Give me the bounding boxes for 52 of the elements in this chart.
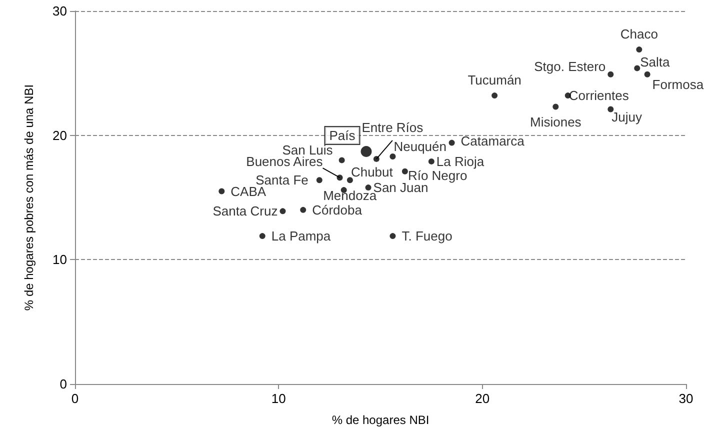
annotation: Neuquén bbox=[394, 138, 446, 154]
x-tick-label: 30 bbox=[678, 391, 694, 406]
point bbox=[608, 71, 614, 78]
annotation: La Pampa bbox=[271, 228, 332, 244]
point bbox=[402, 168, 408, 174]
point bbox=[316, 177, 322, 184]
point bbox=[390, 153, 396, 160]
y-tick-label: 30 bbox=[52, 4, 67, 18]
annotation: Chubut bbox=[350, 164, 394, 180]
point bbox=[608, 106, 614, 112]
point bbox=[373, 156, 380, 162]
point bbox=[448, 140, 455, 146]
annotation: La Rioja bbox=[436, 154, 485, 169]
annotation: Entre Ríos bbox=[362, 120, 424, 135]
x-tick-label: 20 bbox=[475, 391, 490, 406]
annotation: Misiones bbox=[530, 114, 582, 130]
y-tick-label: 10 bbox=[52, 252, 67, 268]
annotation: Catamarca bbox=[460, 133, 526, 148]
point bbox=[634, 65, 640, 72]
y-axis-title: % de hogares pobres con más de una NBI bbox=[22, 84, 36, 311]
annotation: Mendoza bbox=[323, 188, 378, 204]
annotation: Río Negro bbox=[408, 168, 468, 183]
point bbox=[218, 188, 225, 194]
point bbox=[636, 46, 642, 53]
point bbox=[280, 208, 286, 214]
point bbox=[428, 158, 434, 164]
y-tick-label: 0 bbox=[60, 376, 67, 392]
annotation: Corrientes bbox=[568, 88, 630, 104]
annotation: Jujuy bbox=[612, 110, 642, 125]
annotation: País bbox=[329, 128, 356, 143]
annotation: Córdoba bbox=[312, 202, 363, 218]
point bbox=[390, 233, 396, 240]
point bbox=[552, 104, 559, 110]
x-tick-label: 10 bbox=[271, 391, 286, 406]
x-tick-label: 0 bbox=[71, 391, 79, 406]
point bbox=[365, 184, 372, 191]
point bbox=[338, 157, 345, 164]
point bbox=[346, 177, 353, 184]
annotation: Stgo. Estero bbox=[534, 58, 606, 74]
point bbox=[300, 206, 306, 213]
point bbox=[644, 71, 650, 78]
annotation: Salta bbox=[640, 54, 671, 70]
y-tick-label: 20 bbox=[52, 128, 67, 143]
annotation: Santa Cruz bbox=[212, 204, 278, 219]
point bbox=[360, 146, 372, 157]
annotation: Tucumán bbox=[468, 72, 522, 88]
x-axis-title: % de hogares NBI bbox=[332, 413, 430, 427]
annotation: Chaco bbox=[620, 26, 658, 42]
point bbox=[259, 233, 266, 240]
point bbox=[492, 92, 498, 99]
annotation: T. Fuego bbox=[402, 228, 452, 244]
annotation: Formosa bbox=[652, 76, 704, 92]
